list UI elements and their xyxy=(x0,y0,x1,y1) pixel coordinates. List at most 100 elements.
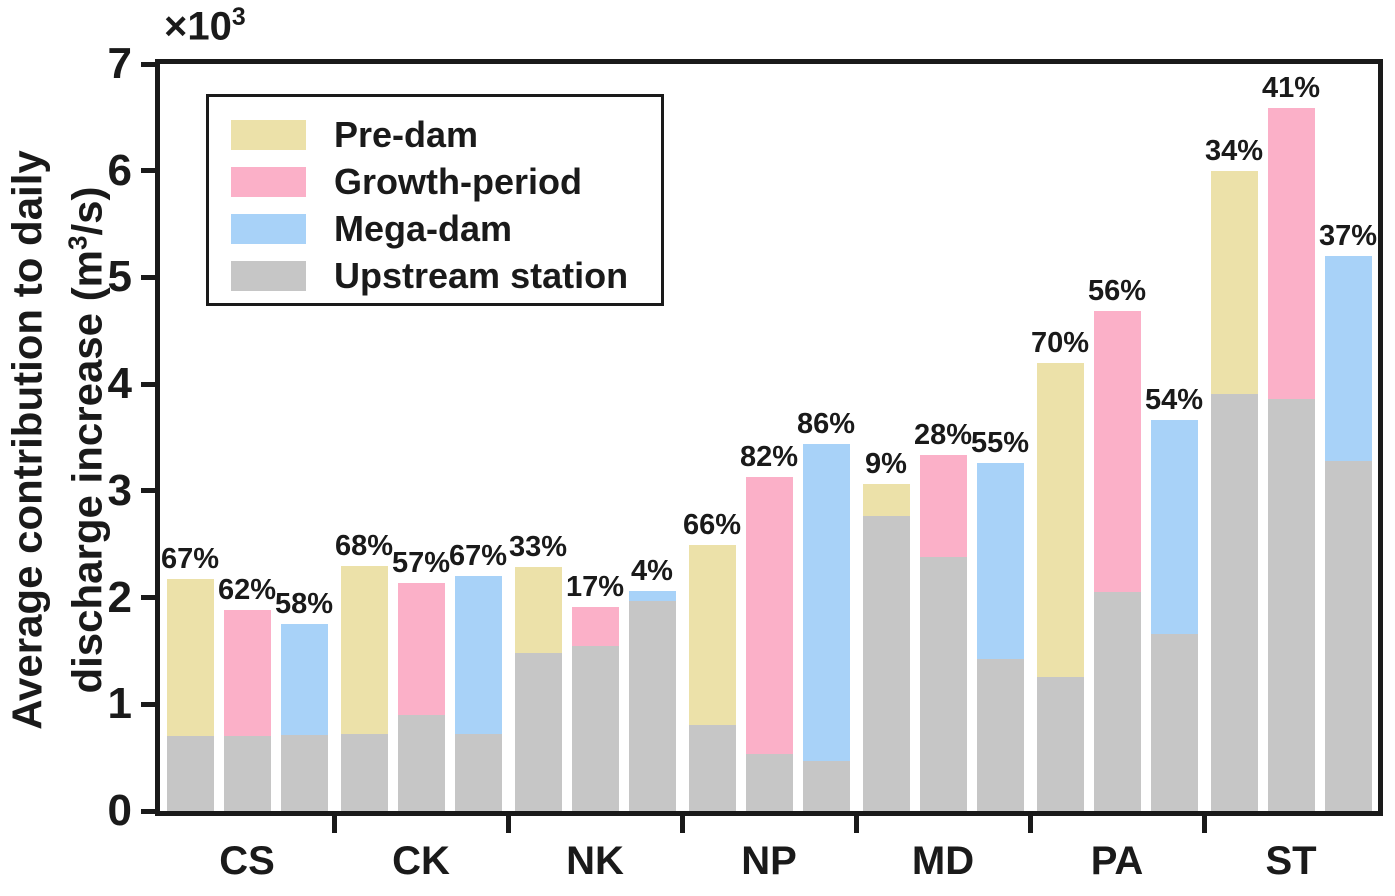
percentage-label: 82% xyxy=(739,441,799,473)
bar-segment-upstream-station xyxy=(571,646,619,811)
x-axis-label-pa: PA xyxy=(1090,839,1144,883)
bar-nk-pre-dam xyxy=(514,567,562,811)
bar-md-growth-period xyxy=(919,455,967,811)
y-tick xyxy=(141,381,156,387)
y-tick xyxy=(141,808,156,814)
x-axis-label-nk: NK xyxy=(566,839,624,883)
percentage-label: 62% xyxy=(217,574,277,606)
percentage-label: 33% xyxy=(508,531,568,563)
bar-segment-mega-dam xyxy=(976,463,1024,659)
bar-segment-upstream-station xyxy=(802,761,850,811)
percentage-label: 58% xyxy=(274,588,334,620)
bar-ck-pre-dam xyxy=(340,566,388,811)
bar-segment-mega-dam xyxy=(280,624,328,735)
bar-segment-upstream-station xyxy=(1150,634,1198,811)
x-axis-label-ck: CK xyxy=(392,839,450,883)
y-tick xyxy=(141,488,156,494)
percentage-label: 56% xyxy=(1087,275,1147,307)
bar-segment-upstream-station xyxy=(1036,677,1084,811)
bar-cs-mega-dam xyxy=(280,624,328,811)
bar-segment-mega-dam xyxy=(802,444,850,761)
bar-cs-pre-dam xyxy=(166,579,214,811)
bar-segment-upstream-station xyxy=(1210,394,1258,811)
bar-segment-upstream-station xyxy=(976,659,1024,811)
bar-segment-pre-dam xyxy=(862,484,910,516)
bar-segment-growth-period xyxy=(571,607,619,646)
bar-segment-mega-dam xyxy=(1150,420,1198,634)
bar-segment-upstream-station xyxy=(514,653,562,811)
bar-pa-mega-dam xyxy=(1150,420,1198,811)
plot-area: Pre-dam Growth-period Mega-dam Upstream sta… xyxy=(155,59,1383,816)
bar-np-pre-dam xyxy=(688,545,736,811)
percentage-label: 67% xyxy=(160,543,220,575)
legend-item-mega-dam: Mega-dam xyxy=(231,205,661,252)
bar-segment-growth-period xyxy=(1267,108,1315,399)
bar-np-growth-period xyxy=(745,477,793,811)
bar-segment-upstream-station xyxy=(280,735,328,811)
bar-segment-pre-dam xyxy=(514,567,562,653)
legend-label-upstream-station: Upstream station xyxy=(334,254,629,296)
percentage-label: 68% xyxy=(334,530,394,562)
bar-segment-pre-dam xyxy=(1210,171,1258,394)
percentage-label: 54% xyxy=(1144,384,1204,416)
bar-np-mega-dam xyxy=(802,444,850,811)
legend-item-pre-dam: Pre-dam xyxy=(231,111,661,158)
y-tick-label: 1 xyxy=(107,679,132,729)
bar-segment-pre-dam xyxy=(1036,363,1084,677)
bar-segment-upstream-station xyxy=(166,736,214,811)
legend-swatch-growth-period xyxy=(231,166,306,197)
bar-segment-pre-dam xyxy=(340,566,388,734)
legend-swatch-mega-dam xyxy=(231,213,306,244)
bar-segment-upstream-station xyxy=(919,557,967,811)
x-axis-label-cs: CS xyxy=(219,839,275,883)
percentage-label: 67% xyxy=(448,540,508,572)
bar-segment-upstream-station xyxy=(745,754,793,811)
legend-item-growth-period: Growth-period xyxy=(231,158,661,205)
bar-segment-upstream-station xyxy=(340,734,388,811)
percentage-label: 41% xyxy=(1261,72,1321,104)
y-tick xyxy=(141,61,156,67)
y-tick-label: 7 xyxy=(107,39,132,88)
x-tick xyxy=(331,816,337,833)
bar-segment-upstream-station xyxy=(1267,399,1315,811)
bar-nk-mega-dam xyxy=(628,591,676,811)
y-tick-label: 0 xyxy=(107,786,132,835)
bar-segment-upstream-station xyxy=(1093,592,1141,811)
bar-segment-pre-dam xyxy=(166,579,214,736)
bar-cs-growth-period xyxy=(223,610,271,811)
percentage-label: 86% xyxy=(796,408,856,440)
y-tick xyxy=(141,701,156,707)
percentage-label: 66% xyxy=(682,509,742,541)
percentage-label: 57% xyxy=(391,547,451,579)
bar-segment-upstream-station xyxy=(628,601,676,811)
legend-label-mega-dam: Mega-dam xyxy=(334,207,513,249)
legend-item-upstream-station: Upstream station xyxy=(231,252,661,299)
legend-label-growth-period: Growth-period xyxy=(334,160,582,202)
bar-pa-growth-period xyxy=(1093,311,1141,811)
bar-segment-mega-dam xyxy=(1324,256,1372,461)
y-axis-title: Average contribution to daily discharge … xyxy=(2,150,113,730)
y-tick-label: 3 xyxy=(107,465,132,515)
x-tick xyxy=(679,816,685,833)
bar-segment-growth-period xyxy=(745,477,793,754)
x-tick xyxy=(505,816,511,833)
bar-st-pre-dam xyxy=(1210,171,1258,811)
percentage-label: 17% xyxy=(565,571,625,603)
bar-segment-upstream-station xyxy=(397,715,445,811)
bar-md-pre-dam xyxy=(862,484,910,811)
y-tick-label: 4 xyxy=(107,359,132,409)
x-axis-label-st: ST xyxy=(1265,839,1317,883)
x-tick xyxy=(1201,816,1207,833)
bar-st-growth-period xyxy=(1267,108,1315,811)
y-tick xyxy=(141,168,156,174)
bar-segment-upstream-station xyxy=(223,736,271,811)
bar-segment-pre-dam xyxy=(688,545,736,725)
bar-segment-upstream-station xyxy=(862,516,910,811)
percentage-label: 70% xyxy=(1030,327,1090,359)
bar-segment-growth-period xyxy=(919,455,967,557)
x-tick xyxy=(853,816,859,833)
percentage-label: 4% xyxy=(631,555,673,587)
bar-segment-growth-period xyxy=(1093,311,1141,592)
legend: Pre-dam Growth-period Mega-dam Upstream sta… xyxy=(206,94,664,306)
